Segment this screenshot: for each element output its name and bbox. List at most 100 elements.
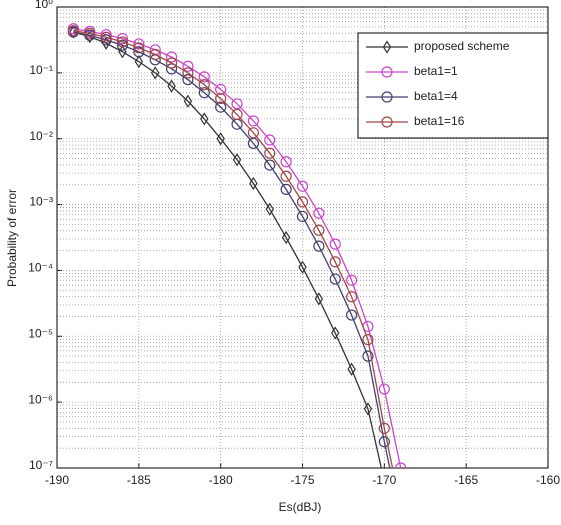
marker [329,273,341,285]
marker [296,210,309,223]
marker [265,202,274,216]
marker [264,134,276,146]
marker [346,309,358,321]
marker [167,79,176,93]
marker [280,183,292,195]
marker [313,240,325,252]
marker [200,112,209,126]
marker [331,326,340,340]
x-tick-label: -165 [454,473,478,487]
series-line [73,28,402,468]
marker [100,31,112,43]
marker [134,55,144,69]
legend-label: beta1=16 [414,114,465,128]
x-tick-label: -170 [372,473,396,487]
marker [313,224,325,236]
marker [165,63,178,75]
y-tick-label: 10⁻¹ [29,63,53,77]
legend-label: proposed scheme [414,39,510,53]
marker [116,33,129,45]
marker [133,46,145,58]
y-tick-label: 10⁻⁴ [28,261,53,275]
marker [100,34,112,46]
marker [381,91,393,103]
marker [165,57,178,69]
marker [378,422,390,434]
plot-frame [56,6,549,469]
marker [329,256,341,268]
marker [149,48,161,61]
y-tick-label: 10⁻⁵ [28,326,53,340]
marker [215,83,227,96]
marker [67,25,79,37]
marker [231,98,243,110]
marker [264,147,276,159]
marker [346,274,358,286]
marker [231,108,243,120]
series-layer [67,23,407,525]
marker [347,362,356,376]
marker [296,196,309,208]
marker [396,515,406,525]
x-tick-label: -190 [45,473,69,487]
marker [84,27,96,39]
marker [381,116,393,128]
marker [378,436,390,448]
marker [396,503,406,513]
marker [247,115,259,127]
y-tick-label: 10⁻⁶ [28,392,53,406]
marker [381,66,393,78]
marker [183,94,193,108]
x-tick-label: -185 [127,473,151,487]
marker [378,383,390,395]
marker [182,67,194,79]
marker [182,73,194,86]
series-line [73,30,394,468]
marker [313,207,325,219]
y-tick-label: 10⁻³ [29,195,53,209]
marker [232,153,242,167]
marker [362,350,374,362]
marker [216,132,225,146]
marker [116,36,129,48]
x-axis-label: Es(dBJ) [279,500,322,514]
marker [346,291,358,303]
y-axis-label: Probability of error [5,189,19,287]
marker [280,156,292,168]
y-tick-label: 10⁻² [29,129,53,143]
marker [165,51,178,63]
marker [264,159,276,171]
marker [329,238,341,250]
marker [198,71,210,83]
marker [116,39,129,51]
marker [395,462,407,468]
marker [182,60,194,72]
x-tick-label: -180 [209,473,233,487]
x-tick-label: -175 [290,473,314,487]
y-tick-label: 10⁻⁷ [29,458,53,472]
legend-label: beta1=1 [414,64,458,78]
legend-box [357,32,549,139]
marker [363,402,373,416]
marker [198,79,210,91]
marker [280,170,292,182]
marker [249,176,258,191]
x-tick-label: -160 [536,473,560,487]
marker [215,92,227,105]
marker [281,230,291,245]
marker [298,260,307,274]
marker [247,127,259,139]
series-line [73,31,391,468]
marker [133,42,145,54]
marker [150,66,160,80]
y-tick-label: 10⁰ [35,0,53,11]
marker [362,334,374,346]
marker [215,101,227,113]
marker [314,292,324,306]
marker [382,40,392,54]
legend-label: beta1=4 [414,89,458,103]
marker [198,87,210,99]
marker [133,38,145,50]
marker [296,180,309,192]
